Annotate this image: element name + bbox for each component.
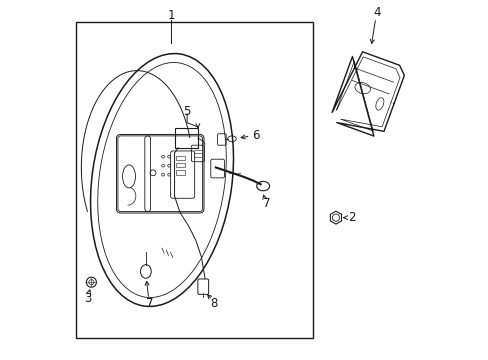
Text: 7: 7	[145, 297, 153, 310]
Text: 8: 8	[210, 297, 217, 310]
Text: 6: 6	[251, 129, 259, 142]
Bar	[176, 163, 185, 167]
Text: 3: 3	[83, 292, 91, 305]
Bar	[76, 22, 312, 338]
Text: 7: 7	[263, 197, 270, 210]
Bar	[174, 128, 198, 148]
Text: 5: 5	[183, 105, 190, 118]
Text: 1: 1	[167, 9, 174, 22]
Text: 4: 4	[373, 6, 380, 19]
Bar	[176, 170, 185, 175]
Text: 2: 2	[348, 211, 355, 224]
Bar	[176, 156, 185, 160]
